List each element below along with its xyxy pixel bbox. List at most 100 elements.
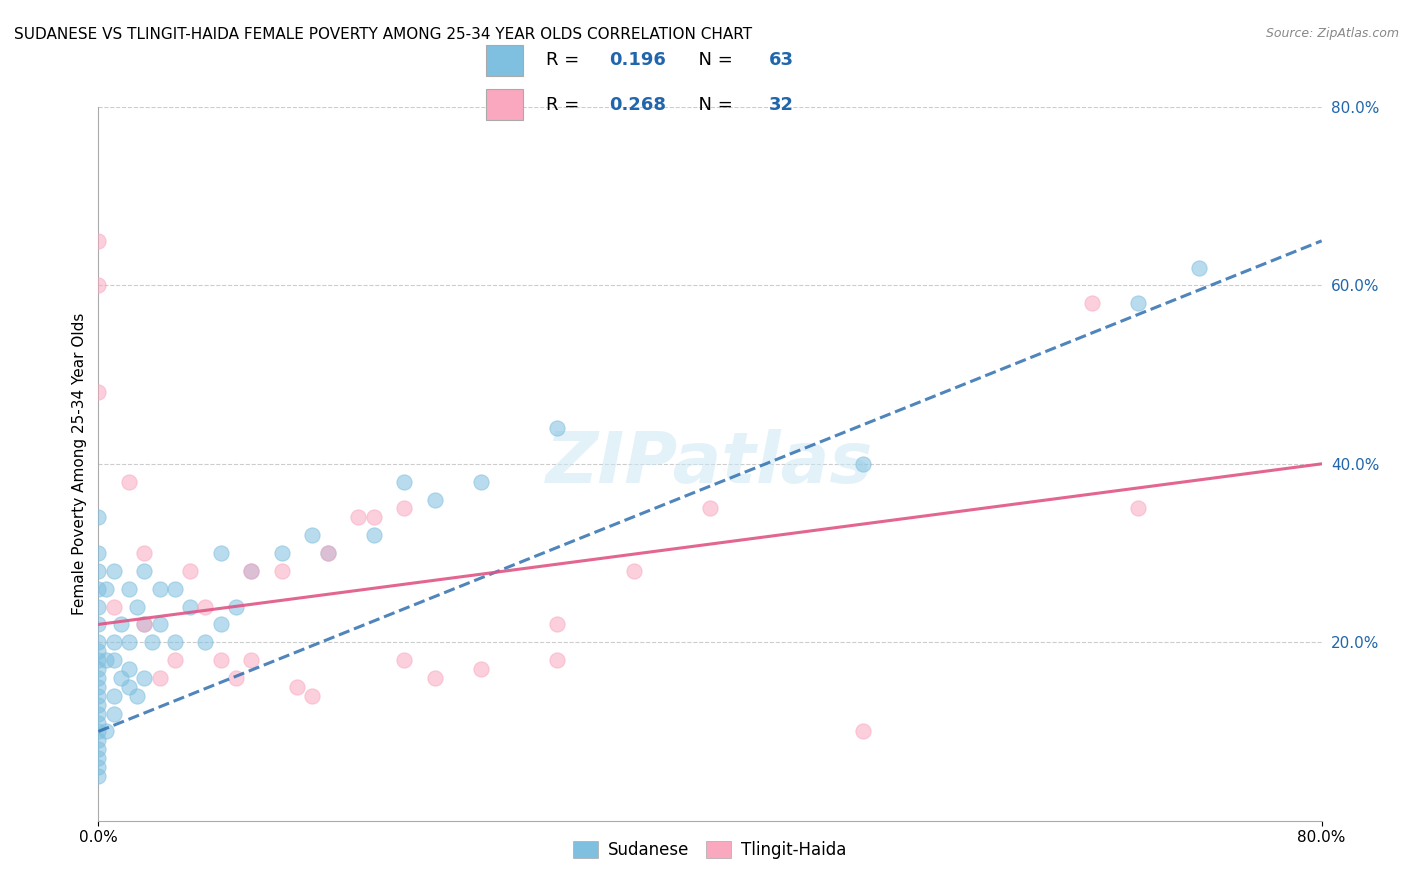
Point xyxy=(363,510,385,524)
Point xyxy=(852,457,875,471)
Point xyxy=(87,653,110,667)
Point xyxy=(225,599,247,614)
Point xyxy=(179,599,201,614)
Point xyxy=(163,653,186,667)
Point xyxy=(125,599,148,614)
Point xyxy=(423,671,446,685)
Point xyxy=(546,653,568,667)
Text: 0.196: 0.196 xyxy=(609,51,666,69)
Point xyxy=(270,546,292,560)
Point xyxy=(87,234,110,248)
Point xyxy=(423,492,446,507)
Point xyxy=(87,671,110,685)
Point xyxy=(110,671,132,685)
Point xyxy=(103,599,125,614)
Point xyxy=(94,653,117,667)
Legend: Sudanese, Tlingit-Haida: Sudanese, Tlingit-Haida xyxy=(567,834,853,866)
Point xyxy=(285,680,308,694)
Text: R =: R = xyxy=(546,96,585,114)
Point xyxy=(301,689,323,703)
Point xyxy=(87,564,110,578)
Text: N =: N = xyxy=(688,96,738,114)
Point xyxy=(87,617,110,632)
Point xyxy=(87,742,110,756)
Point xyxy=(194,635,217,649)
Point xyxy=(470,475,492,489)
Point xyxy=(392,501,416,516)
Point xyxy=(103,653,125,667)
Point xyxy=(316,546,339,560)
Text: SUDANESE VS TLINGIT-HAIDA FEMALE POVERTY AMONG 25-34 YEAR OLDS CORRELATION CHART: SUDANESE VS TLINGIT-HAIDA FEMALE POVERTY… xyxy=(14,27,752,42)
Point xyxy=(87,724,110,739)
Point xyxy=(225,671,247,685)
Point xyxy=(852,724,875,739)
Point xyxy=(134,546,156,560)
Text: ZIPatlas: ZIPatlas xyxy=(547,429,873,499)
Point xyxy=(163,635,186,649)
Point xyxy=(699,501,721,516)
Point xyxy=(179,564,201,578)
Point xyxy=(149,617,172,632)
Point xyxy=(546,617,568,632)
Point xyxy=(87,582,110,596)
Point xyxy=(110,617,132,632)
Point xyxy=(87,751,110,765)
Point xyxy=(240,564,263,578)
Point xyxy=(392,475,416,489)
Point xyxy=(316,546,339,560)
Point xyxy=(87,385,110,400)
Point xyxy=(149,582,172,596)
Point xyxy=(103,706,125,721)
Bar xyxy=(486,45,523,76)
Point xyxy=(87,706,110,721)
Point xyxy=(240,653,263,667)
Point xyxy=(1128,296,1150,310)
Text: N =: N = xyxy=(688,51,738,69)
Point xyxy=(163,582,186,596)
Point xyxy=(301,528,323,542)
Text: 63: 63 xyxy=(769,51,794,69)
Point xyxy=(87,769,110,783)
Point xyxy=(87,698,110,712)
Point xyxy=(134,617,156,632)
Point xyxy=(209,546,232,560)
Point xyxy=(87,689,110,703)
Point xyxy=(103,564,125,578)
Point xyxy=(623,564,645,578)
Y-axis label: Female Poverty Among 25-34 Year Olds: Female Poverty Among 25-34 Year Olds xyxy=(72,313,87,615)
Point xyxy=(118,475,141,489)
Point xyxy=(149,671,172,685)
Point xyxy=(392,653,416,667)
Point xyxy=(1081,296,1104,310)
Text: 32: 32 xyxy=(769,96,794,114)
Point xyxy=(194,599,217,614)
Point xyxy=(209,653,232,667)
Point xyxy=(87,546,110,560)
Point xyxy=(87,715,110,730)
Point xyxy=(103,689,125,703)
Point xyxy=(141,635,163,649)
Point xyxy=(87,644,110,658)
Point xyxy=(125,689,148,703)
Text: R =: R = xyxy=(546,51,585,69)
Point xyxy=(363,528,385,542)
Point xyxy=(87,680,110,694)
Point xyxy=(546,421,568,435)
Point xyxy=(118,582,141,596)
Point xyxy=(118,635,141,649)
Point xyxy=(270,564,292,578)
Point xyxy=(94,582,117,596)
Point xyxy=(209,617,232,632)
Point xyxy=(94,724,117,739)
Point xyxy=(87,278,110,293)
Point xyxy=(134,671,156,685)
Point xyxy=(103,635,125,649)
Point xyxy=(134,617,156,632)
Point xyxy=(87,662,110,676)
Point xyxy=(87,599,110,614)
Point xyxy=(87,733,110,747)
Bar xyxy=(486,89,523,120)
Point xyxy=(347,510,370,524)
Point xyxy=(118,662,141,676)
Point xyxy=(134,564,156,578)
